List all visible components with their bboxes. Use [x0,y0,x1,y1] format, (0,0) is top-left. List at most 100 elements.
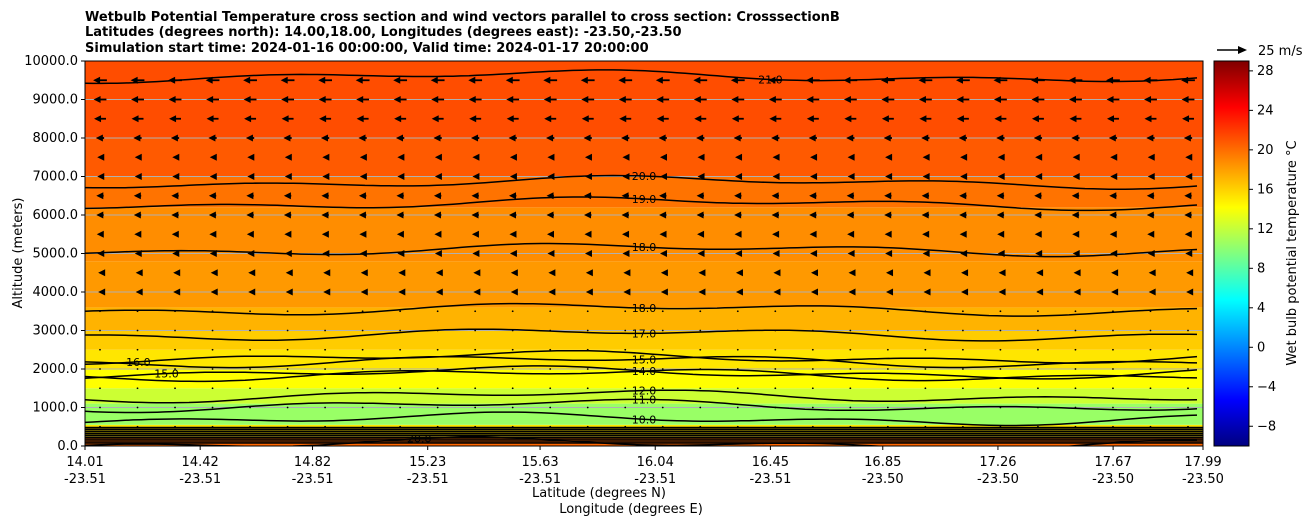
wind-arrow-r2-c9 [431,115,444,123]
wind-arrow-r4-c14-head [622,153,630,161]
wind-arrow-r9-c11-head [509,250,517,257]
wind-arrow-r14-c6 [324,348,327,351]
wind-arrow-r14-c2-dot [174,348,176,351]
wind-arrow-r3-c14-head [621,134,629,142]
wind-arrow-r16-c16 [699,387,702,390]
wind-arrow-r15-c6 [324,368,327,370]
wind-arrow-r1-c12-head [543,96,551,103]
wind-arrow-r3-c15 [658,134,667,142]
wind-arrow-r10-c11 [510,269,518,277]
wind-arrow-r17-c4-dot [249,406,251,409]
wind-arrow-r15-c1-dot [136,368,139,370]
wind-arrow-r17-c14-dot [624,406,627,409]
wind-arrow-r2-c1 [131,115,144,123]
wind-arrow-r16-c27-dot [1112,387,1114,390]
wind-arrow-r11-c13-head [585,288,593,296]
wind-arrow-r0-c9-head [430,76,438,84]
x-tick-label-lat-3: 15.23 [409,455,446,470]
wind-arrow-r10-c3 [210,269,218,277]
wind-arrow-r4-c28 [1147,153,1155,161]
wind-arrow-r13-c22-dot [924,329,927,332]
wind-arrow-r17-c27 [1112,406,1114,409]
wind-arrow-r10-c24 [998,269,1006,277]
wind-arrow-r17-c3 [211,406,214,409]
wind-arrow-r6-c24-head [996,192,1004,200]
wind-arrow-r4-c9 [434,153,442,161]
contour-label-12: 10.0 [632,413,657,426]
wind-arrow-r14-c11 [511,348,514,351]
wind-arrow-r7-c27 [1109,211,1117,219]
wind-arrow-r7-c29 [1184,211,1192,219]
wind-arrow-r11-c1-head [135,288,143,296]
wind-arrow-r8-c20 [847,230,855,238]
wind-arrow-r4-c0 [97,153,105,161]
wind-arrow-r11-c1 [135,288,143,296]
wind-arrow-r14-c27-dot [1112,348,1114,351]
wind-arrow-r12-c25-dot [1037,310,1039,313]
wind-arrow-r10-c27 [1111,269,1119,277]
wind-arrow-r18-c29-dot [1187,425,1189,428]
wind-arrow-r13-c2-dot [174,329,176,332]
wind-arrow-r6-c23-head [959,192,967,200]
wind-arrow-r5-c1 [134,173,142,180]
wind-arrow-r6-c9-head [433,192,441,200]
wind-arrow-r8-c1 [134,230,142,238]
wind-arrow-r8-c26 [1072,230,1080,238]
wind-arrow-r12-c23-dot [961,310,964,313]
wind-arrow-r17-c8 [399,406,402,409]
wind-arrow-r9-c17 [735,250,743,257]
wind-arrow-r13-c14 [624,329,627,332]
wind-arrow-r11-c22 [923,288,931,296]
colorbar-tick-label-0: −8 [1257,419,1276,434]
wind-arrow-r3-c18 [771,134,780,142]
wind-arrow-r3-c11-head [508,134,516,142]
wind-arrow-r3-c8 [395,134,405,142]
field-band-11 [85,138,1203,177]
wind-arrow-r17-c9-dot [436,406,439,409]
wind-arrow-r17-c18 [774,406,777,409]
wind-arrow-r5-c19-head [810,173,818,180]
wind-arrow-r4-c10 [472,153,480,161]
wind-arrow-r17-c2-dot [174,406,176,409]
wind-arrow-r8-c7 [359,230,367,238]
wind-arrow-r13-c19 [811,329,814,332]
field-band-10 [85,176,1203,208]
wind-arrow-r12-c6 [324,310,327,313]
wind-arrow-r4-c3-head [209,153,217,161]
wind-arrow-r8-c17-head [734,230,742,238]
contour-label-2: 18.0 [632,241,657,254]
contour-label-5: 15.0 [632,353,657,366]
wind-arrow-r12-c15-dot [661,310,664,313]
wind-arrow-r15-c11 [511,368,514,370]
wind-arrow-r18-c10 [474,425,477,428]
wind-arrow-r8-c5 [284,230,292,238]
wind-arrow-r10-c25 [1036,269,1044,277]
wind-arrow-r16-c28-dot [1149,387,1152,390]
wind-arrow-r13-c28-dot [1149,329,1152,332]
wind-arrow-r17-c7 [361,406,364,409]
wind-arrow-r10-c12 [548,269,556,277]
wind-arrow-r15-c11-dot [511,368,514,370]
wind-arrow-r2-c14 [619,115,632,123]
contour-line-7 [85,389,1198,404]
wind-arrow-r2-c27 [1106,115,1119,123]
wind-arrow-r7-c26-head [1071,211,1079,219]
wind-arrow-r10-c6-head [323,269,331,277]
wind-arrow-r12-c12-dot [549,310,552,313]
wind-arrow-r6-c19 [809,192,817,200]
wind-arrow-r8-c7-head [359,230,367,238]
y-tick-label-1: 1000.0 [33,401,79,416]
wind-arrow-r2-c26-head [1069,115,1077,123]
wind-arrow-r12-c17 [736,310,739,313]
wind-arrow-r7-c26 [1071,211,1080,219]
wind-arrow-r1-c7 [356,96,370,103]
x-tick-label-lon-6: -23.51 [749,472,791,487]
wind-arrow-r11-c3 [210,288,218,296]
wind-arrow-r13-c27 [1112,329,1114,332]
wind-arrow-r11-c2-head [173,288,181,296]
wind-arrow-r5-c24-head [997,173,1005,180]
wind-arrow-r15-c19 [811,368,814,370]
contour-line-4 [85,328,1198,342]
wind-arrow-r11-c27 [1111,288,1119,296]
colorbar [1213,60,1250,447]
